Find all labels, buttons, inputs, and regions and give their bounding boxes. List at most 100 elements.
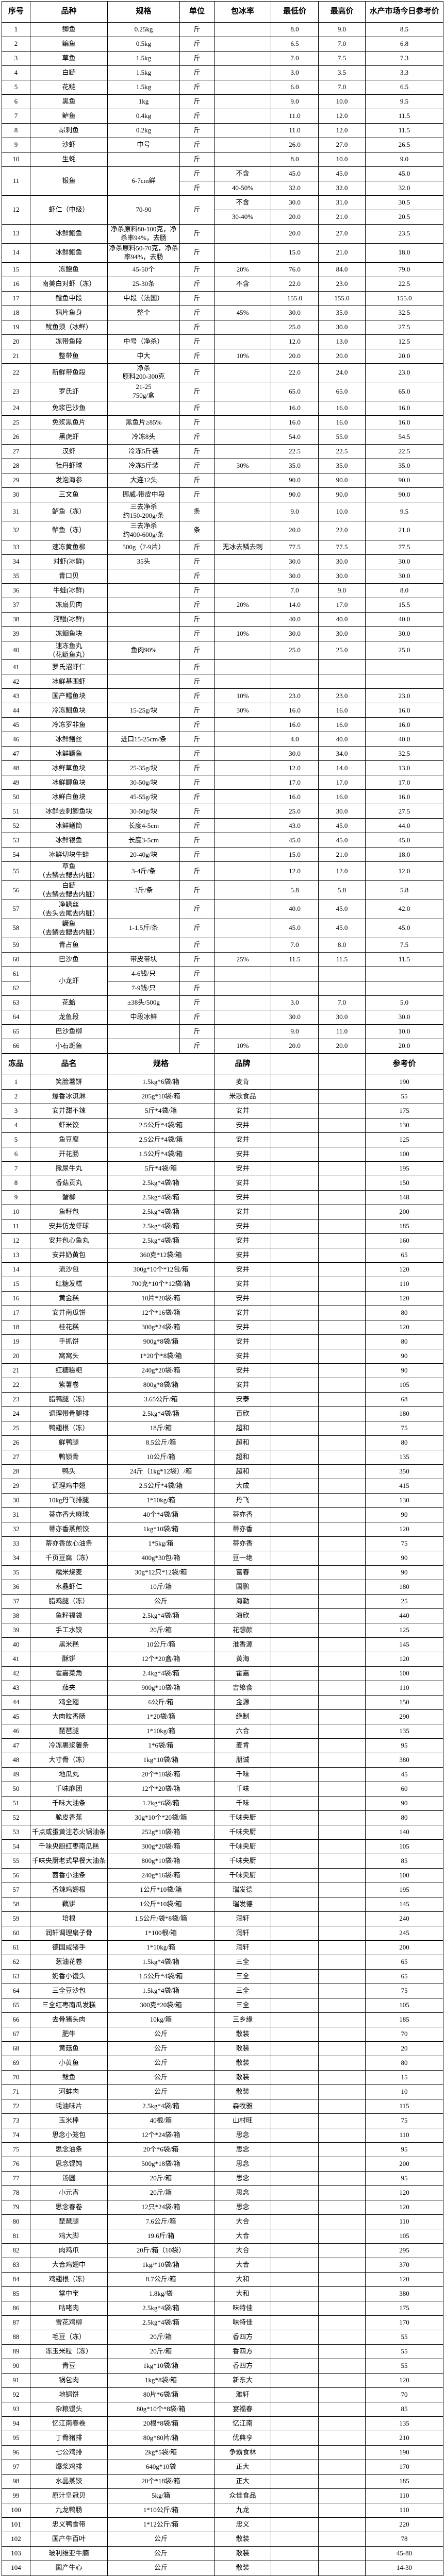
cell: 20斤/箱 <box>107 2185 215 2200</box>
cell: 16.0 <box>271 415 319 431</box>
cell: 3.3 <box>365 65 443 80</box>
cell: 斤 <box>179 583 215 598</box>
table-row: 55 千味央厨老式早餐大油条 800g*10袋/箱 千味央厨 85 <box>2 1853 444 1869</box>
cell: 180 <box>365 1579 444 1595</box>
cell <box>271 1204 319 1219</box>
cell: 55 <box>365 1089 444 1104</box>
cell: 斤 <box>179 195 215 225</box>
cell: 大合 <box>214 2243 272 2258</box>
cell: 4 <box>2 1117 30 1133</box>
cell: 鸦片鱼身 <box>30 305 108 320</box>
cell: 49 <box>2 1767 30 1782</box>
table-row: 57 香辣鸡翅根 1公斤*10袋/箱 瑞发德 195 <box>2 1882 444 1897</box>
cell <box>318 1464 366 1479</box>
cell: 安井包心鱼丸 <box>30 1233 108 1248</box>
cell <box>271 2171 319 2186</box>
cell: 46 <box>2 1723 30 1739</box>
cell <box>271 1594 319 1609</box>
table-row: 75 思念油条 20个*6袋/箱 思念 95 <box>2 2142 444 2157</box>
cell: 104 <box>2 2560 30 2575</box>
cell: 长度4-5cm <box>107 818 180 834</box>
cell: 大肉粒香肠 <box>30 1709 108 1724</box>
column-header: 冻品 <box>2 1053 30 1075</box>
cell: 水晶虾仁 <box>30 1579 108 1595</box>
cell: 39 <box>2 1622 30 1638</box>
cell: 22.5 <box>318 444 366 460</box>
cell <box>318 1709 366 1724</box>
cell <box>318 1117 366 1133</box>
cell: 145 <box>365 1637 444 1652</box>
cell: 金源 <box>214 1694 272 1710</box>
cell: 500g*18袋/箱 <box>107 2156 215 2172</box>
cell: 22.0 <box>271 363 319 383</box>
table-row: 77 汤圆 20斤/箱 思念 95 <box>2 2171 444 2186</box>
cell: 8 <box>2 123 30 138</box>
cell: 55 <box>2 861 30 882</box>
cell: 鸡大脚 <box>30 2228 108 2244</box>
table-row: 54 冰鲜切块牛蛙 20-40g/块斤 15.0 21.0 18.0 <box>2 847 443 862</box>
cell: 冰鲜白鱼块 <box>30 789 108 805</box>
table-row: 56 茴香小油条 240g*16袋/箱 千味央厨 100 <box>2 1868 444 1883</box>
cell <box>365 674 443 689</box>
cell: 25.0 <box>271 640 319 660</box>
table-row: 97 爆浆鸡排 640g*10袋 正大 170 <box>2 2459 444 2475</box>
cell: 80 <box>365 2055 444 2071</box>
cell <box>318 2041 366 2056</box>
cell: 20斤/箱 <box>107 2329 215 2345</box>
cell: 斤 <box>179 568 215 584</box>
cell: 23 <box>2 1392 30 1407</box>
table-row: 17 安井南瓜饼 12个*16袋/箱 安井 80 <box>2 1305 444 1320</box>
cell: 肥牛 <box>30 2026 108 2042</box>
cell: 进口15-25cm/条 <box>107 732 180 747</box>
cell: 7.0 <box>271 937 319 953</box>
cell: 84.0 <box>318 262 366 277</box>
cell: 170 <box>365 2315 444 2330</box>
cell: 91 <box>2 2372 30 2388</box>
cell: 香四方 <box>214 2358 272 2374</box>
seafood-price-table: 序号 品种 规格 单位 包冰率 最低价 最高价 水产市场今日参考价 1 鲫鱼 0.25kg 斤 8.0… <box>2 1 443 1054</box>
cell: 45 <box>365 1767 444 1782</box>
cell <box>318 966 366 981</box>
cell: 45.0 <box>365 918 443 938</box>
cell <box>107 659 180 675</box>
cell: 九龙 <box>214 2502 272 2518</box>
cell: 30 <box>2 487 30 503</box>
cell: 1.5kg*4袋/箱 <box>107 1983 215 1998</box>
cell: 21 <box>2 348 30 364</box>
cell: 12.0 <box>318 861 366 882</box>
cell: 45% <box>214 305 271 320</box>
cell: 山村旺 <box>214 2113 272 2128</box>
table-row: 15 红糖发糕 700克*10个*12袋/箱 安井 110 <box>2 1276 444 1292</box>
table-row: 10 生蚝 斤 8.0 10.0 9.0 <box>2 152 443 167</box>
cell: 斤 <box>179 94 215 109</box>
cell: 25.0 <box>271 319 319 335</box>
cell: 45.0 <box>271 166 319 181</box>
cell: 0.4kg <box>107 109 180 124</box>
cell: 斤 <box>179 818 215 834</box>
cell <box>214 717 271 733</box>
cell: 千味央厨老式早餐大油条 <box>30 1853 108 1869</box>
cell: 80 <box>365 1810 444 1825</box>
cell <box>271 1565 319 1580</box>
cell: 巴沙鱼 <box>30 952 108 967</box>
table-row: 50 千味麻团 12个*20袋/箱 千味 60 <box>2 1781 444 1797</box>
cell <box>214 415 271 431</box>
cell: 16 <box>2 276 30 292</box>
cell <box>271 2142 319 2157</box>
cell: 70 <box>2 2070 30 2085</box>
cell: 桂花糕 <box>30 1319 108 1335</box>
cell: 散装 <box>214 2026 272 2042</box>
cell: 30.0 <box>271 626 319 641</box>
table-row: 11 银鱼 6-7cm鲜斤不含 45.0 45.0 45.0 <box>2 166 443 196</box>
table-row: 57 净鳝丝 （去头去尾去内脏） 斤 40.0 45.0 42.0 <box>2 900 443 919</box>
cell: 斤 <box>179 539 215 555</box>
cell <box>271 2041 319 2056</box>
cell: 64 <box>2 1009 30 1025</box>
cell: 18.0 <box>365 243 443 263</box>
cell <box>318 1276 366 1292</box>
cell: 20 <box>2 334 30 349</box>
cell: 思念 <box>214 2142 272 2157</box>
cell <box>271 1348 319 1364</box>
cell <box>318 1175 366 1191</box>
cell: 80 <box>365 1435 444 1450</box>
